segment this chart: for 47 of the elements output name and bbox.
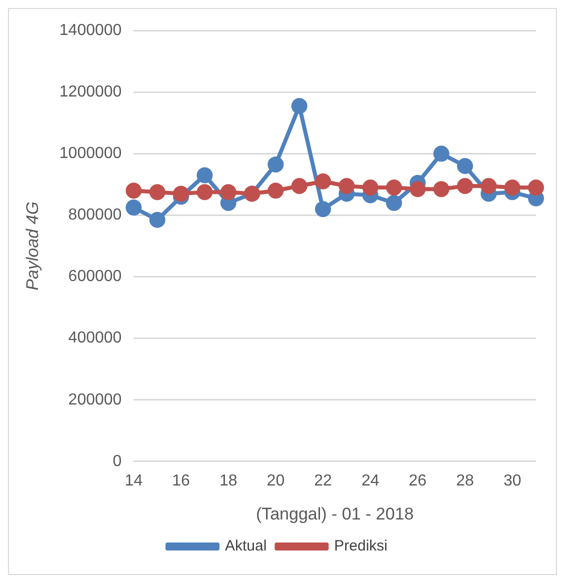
point bbox=[433, 181, 450, 198]
point bbox=[268, 156, 284, 172]
point bbox=[173, 186, 190, 202]
x-tick-label: 28 bbox=[456, 472, 474, 490]
point bbox=[386, 180, 402, 196]
x-tick-label: 14 bbox=[124, 472, 143, 490]
y-tick-label: 800000 bbox=[68, 206, 122, 224]
point bbox=[433, 146, 450, 162]
y-axis-title: Payload 4G bbox=[22, 202, 42, 290]
point bbox=[480, 178, 497, 194]
point bbox=[196, 184, 213, 200]
point bbox=[386, 194, 402, 211]
point bbox=[126, 200, 142, 216]
y-tick-label: 200000 bbox=[68, 391, 122, 408]
point bbox=[291, 98, 308, 114]
point bbox=[457, 158, 474, 174]
point bbox=[268, 182, 284, 199]
point bbox=[196, 167, 213, 184]
point bbox=[338, 178, 355, 194]
x-tick-label: 16 bbox=[172, 472, 190, 490]
point bbox=[220, 184, 236, 200]
y-tick-label: 0 bbox=[112, 452, 122, 470]
x-tick-label: 26 bbox=[408, 472, 427, 490]
point bbox=[149, 212, 166, 228]
y-tick-label: 600000 bbox=[68, 268, 122, 286]
point bbox=[126, 182, 142, 199]
y-tick-label: 400000 bbox=[68, 330, 122, 347]
x-tick-label: 24 bbox=[361, 472, 380, 490]
y-tick-label: 1000000 bbox=[59, 145, 122, 162]
point bbox=[410, 181, 426, 198]
point bbox=[291, 178, 308, 194]
legend-label: Prediksi bbox=[334, 538, 388, 555]
legend-label: Aktual bbox=[224, 538, 267, 555]
x-tick-label: 30 bbox=[503, 472, 522, 490]
point bbox=[504, 180, 520, 196]
x-tick-label: 22 bbox=[314, 472, 332, 490]
y-tick-label: 1400000 bbox=[59, 22, 122, 40]
point bbox=[149, 184, 166, 200]
x-axis-title: (Tanggal) - 01 - 2018 bbox=[256, 504, 414, 524]
point bbox=[528, 180, 544, 196]
point bbox=[362, 180, 378, 196]
x-tick-label: 20 bbox=[266, 472, 285, 490]
x-tick-label: 18 bbox=[219, 472, 238, 490]
point bbox=[315, 201, 332, 218]
point bbox=[315, 173, 332, 190]
point bbox=[457, 178, 474, 194]
y-tick-label: 1200000 bbox=[59, 84, 122, 101]
